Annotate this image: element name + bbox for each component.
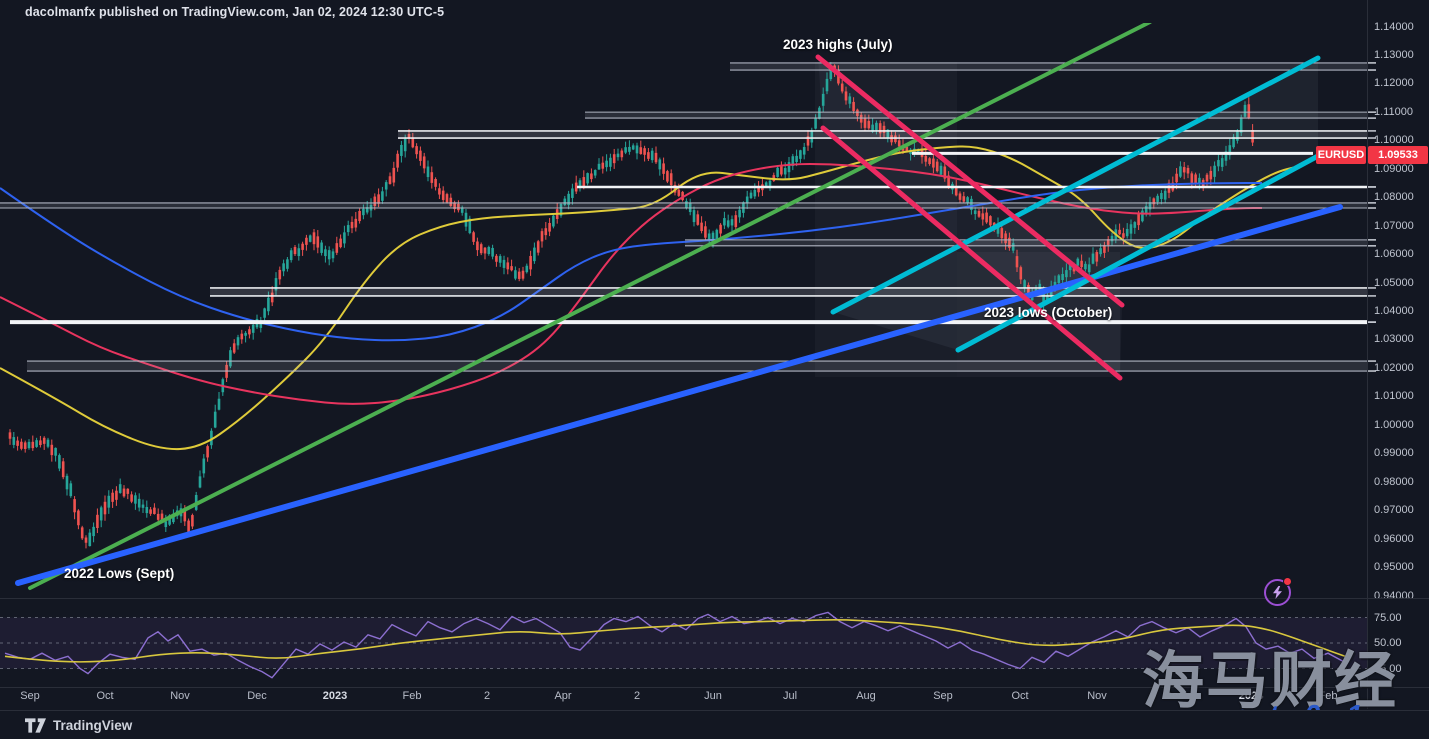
footer-bar: TradingView (0, 710, 1429, 739)
price-tick-label: 1.02000 (1374, 361, 1414, 374)
pink-channel-upper (815, 54, 1125, 308)
price-tick-label: 1.01000 (1374, 390, 1414, 403)
zone-1.02 (27, 361, 1367, 372)
time-tick-label: Dec (247, 690, 267, 702)
ma-blue-long (0, 182, 1262, 342)
time-tick-label: Feb (402, 690, 422, 702)
price-tick-label: 0.96000 (1374, 532, 1414, 545)
levels-layer[interactable] (0, 62, 1376, 372)
rsi-tick-label: 75.00 (1374, 611, 1402, 624)
rsi-pane[interactable] (0, 611, 1367, 679)
time-tick-label: 2 (633, 690, 641, 702)
zone-1.05 (210, 287, 1367, 296)
time-tick-label: Dec (1164, 690, 1184, 702)
tradingview-brand-text: TradingView (53, 718, 133, 733)
price-tick-label: 1.09000 (1374, 162, 1414, 175)
price-tick-label: 1.05000 (1374, 276, 1414, 289)
time-tick-label: Oct (96, 690, 114, 702)
price-tick-label: 1.06000 (1374, 248, 1414, 261)
time-tick-label: 2024 (1238, 690, 1264, 702)
lightning-icon (1273, 586, 1282, 599)
notification-dot (1283, 577, 1292, 586)
annotation-2023-highs[interactable]: 2023 highs (July) (783, 37, 893, 52)
watermark-cn: 海马财经 (1142, 647, 1399, 716)
rsi-tick-label: 25.00 (1374, 662, 1402, 675)
time-tick-label: Aug (856, 690, 876, 702)
price-tick-label: 1.04000 (1374, 305, 1414, 317)
time-tick-label: 2023 (322, 690, 348, 702)
price-tick-label: 1.08000 (1374, 191, 1414, 204)
time-tick-label: Sep (933, 690, 953, 702)
zone-1.11 (585, 112, 1367, 119)
last-price-badge: 1.09533 (1368, 146, 1428, 164)
zone-2023-highs (730, 62, 1367, 71)
cyan-channel-lower (955, 153, 1321, 353)
time-tick-label: Jul (782, 690, 798, 702)
price-tick-label: 1.11000 (1374, 105, 1413, 118)
pink-channel-lower (820, 125, 1123, 381)
price-tick-label: 1.10000 (1374, 134, 1414, 147)
price-tick-label: 1.03000 (1374, 333, 1414, 346)
price-tick-label: 0.99000 (1374, 447, 1414, 460)
green-ascending-support (28, 23, 1152, 590)
time-axis-divider (0, 687, 1429, 688)
time-tick-label: Apr (554, 690, 572, 702)
cyan-channel-upper (830, 55, 1321, 315)
rsi-ma-line (4, 619, 1346, 663)
zone-1.10 (398, 130, 1367, 139)
publish-line: dacolmanfx published on TradingView.com,… (25, 5, 445, 19)
time-tick-label: Feb (1318, 690, 1338, 702)
zone-1.0780 (0, 202, 1367, 209)
pane-divider[interactable] (0, 598, 1429, 599)
price-tick-label: 1.00000 (1374, 418, 1414, 431)
price-tick-label: 0.94000 (1374, 589, 1414, 602)
tradingview-mark-icon (25, 718, 46, 733)
axis-divider-vertical (1367, 0, 1368, 709)
time-tick-label: Nov (1087, 690, 1107, 702)
price-tick-label: 1.12000 (1374, 77, 1414, 90)
price-tick-label: 1.14000 (1374, 20, 1414, 33)
annotation-2022-lows[interactable]: 2022 Lows (Sept) (64, 566, 175, 581)
price-tick-label: 1.07000 (1374, 219, 1414, 232)
tradingview-logo[interactable]: TradingView (25, 718, 132, 733)
annotation-2023-lows[interactable]: 2023 lows (October) (984, 305, 1113, 320)
price-tick-label: 0.97000 (1374, 504, 1414, 517)
price-tick-label: 1.13000 (1374, 49, 1414, 61)
trendlines-layer[interactable] (15, 22, 1343, 590)
time-tick-label: 2 (483, 690, 491, 702)
rsi-tick-label: 50.00 (1374, 637, 1402, 649)
time-tick-label: Sep (20, 690, 40, 702)
price-tick-label: 0.98000 (1374, 475, 1414, 488)
zone-1.0650 (685, 239, 1367, 246)
price-tick-label: 0.95000 (1374, 561, 1414, 573)
blue-ascending-support (15, 204, 1343, 586)
time-tick-label: Jun (704, 690, 722, 702)
symbol-badge: EURUSD (1316, 146, 1366, 164)
time-tick-label: Oct (1011, 690, 1029, 702)
time-tick-label: Nov (170, 690, 190, 702)
